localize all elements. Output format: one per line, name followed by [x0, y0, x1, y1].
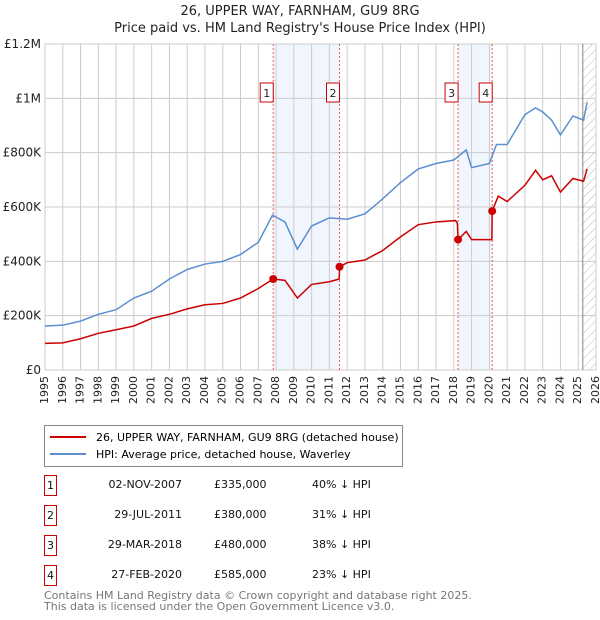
x-tick-label: 2008 [269, 376, 282, 404]
sale-number: 2 [44, 505, 57, 526]
x-tick-label: 2025 [571, 376, 584, 404]
x-tick-label: 2011 [322, 376, 335, 404]
x-tick-label: 2002 [162, 376, 175, 404]
x-tick-label: 2023 [536, 376, 549, 404]
sale-row: 1 02-NOV-2007 £335,000 40% ↓ HPI [44, 475, 444, 497]
x-tick-label: 2009 [287, 376, 300, 404]
sale-row: 3 29-MAR-2018 £480,000 38% ↓ HPI [44, 535, 444, 557]
sale-marker-box [478, 82, 493, 103]
series-line [44, 168, 588, 345]
series-line [44, 102, 588, 327]
x-tick-label: 2019 [465, 376, 478, 404]
legend-swatch-red [50, 436, 86, 438]
chart-title: 26, UPPER WAY, FARNHAM, GU9 8RG [180, 4, 420, 19]
x-tick-label: 2003 [180, 376, 193, 404]
sale-hpi: 23% ↓ HPI [312, 568, 371, 581]
sale-marker-label: 1 [263, 87, 270, 100]
x-tick-label: 1995 [38, 376, 51, 404]
x-tick-label: 2010 [305, 376, 318, 404]
x-tick-label: 1999 [109, 376, 122, 404]
legend-label: HPI: Average price, detached house, Wave… [96, 447, 351, 461]
chart-subtitle: Price paid vs. HM Land Registry's House … [114, 21, 486, 36]
x-tick-label: 2015 [393, 376, 406, 404]
x-tick-label: 2014 [376, 376, 389, 404]
sale-date: 02-NOV-2007 [108, 478, 182, 491]
sale-point [335, 262, 344, 271]
legend-swatch-blue [50, 453, 86, 455]
sale-row: 4 27-FEB-2020 £585,000 23% ↓ HPI [44, 565, 444, 587]
sale-hpi: 38% ↓ HPI [312, 538, 371, 551]
sale-marker-box [326, 82, 341, 103]
y-tick-label: £400K [3, 254, 43, 268]
x-tick-label: 2021 [500, 376, 513, 404]
sale-number: 3 [44, 535, 57, 556]
x-tick-label: 2000 [127, 376, 140, 404]
plot-border [44, 43, 597, 371]
x-tick-label: 2020 [482, 376, 495, 404]
x-tick-label: 2005 [216, 376, 229, 404]
y-tick-label: £200K [3, 309, 43, 323]
sale-number: 4 [44, 565, 57, 586]
x-tick-label: 2026 [589, 376, 600, 404]
sale-row: 2 29-JUL-2011 £380,000 31% ↓ HPI [44, 505, 444, 527]
sale-price: £585,000 [214, 568, 267, 581]
x-tick-label: 2007 [251, 376, 264, 404]
x-tick-label: 2001 [145, 376, 158, 404]
x-tick-label: 2012 [340, 376, 353, 404]
sale-date: 29-JUL-2011 [114, 508, 182, 521]
y-tick-label: £0 [26, 363, 41, 377]
footer-line: Contains HM Land Registry data © Crown c… [44, 589, 472, 602]
x-tick-label: 2016 [411, 376, 424, 404]
sale-date: 27-FEB-2020 [111, 568, 182, 581]
footer: Contains HM Land Registry data © Crown c… [44, 590, 472, 612]
x-tick-label: 1997 [74, 376, 87, 404]
plot-area: 1995 1996 1997 1998 1999 2000 2001 2002 2003 2004… [3, 37, 600, 404]
x-tick-label: 1996 [56, 376, 69, 404]
sale-date: 29-MAR-2018 [107, 538, 182, 551]
y-tick-label: £1.2M [4, 37, 41, 51]
sale-price: £335,000 [214, 478, 267, 491]
x-tick-label: 2024 [553, 376, 566, 404]
x-tick-label: 1998 [91, 376, 104, 404]
legend: 26, UPPER WAY, FARNHAM, GU9 8RG (detache… [44, 425, 403, 467]
sale-marker-label: 3 [448, 87, 455, 100]
x-tick-label: 2018 [447, 376, 460, 404]
y-tick-label: £600K [3, 200, 43, 214]
sale-marker-box [259, 82, 274, 103]
x-tick-label: 2013 [358, 376, 371, 404]
sale-point [454, 235, 463, 244]
sale-hpi: 31% ↓ HPI [312, 508, 371, 521]
y-tick-label: £800K [3, 146, 43, 160]
sale-marker-label: 4 [482, 87, 489, 100]
sale-hpi: 40% ↓ HPI [312, 478, 371, 491]
legend-item-property: 26, UPPER WAY, FARNHAM, GU9 8RG (detache… [50, 429, 399, 445]
x-tick-label: 2022 [518, 376, 531, 404]
footer-line: This data is licensed under the Open Gov… [44, 600, 395, 613]
sale-point [269, 274, 278, 283]
sale-number: 1 [44, 475, 57, 496]
x-tick-label: 2017 [429, 376, 442, 404]
sale-marker-box [444, 82, 459, 103]
sale-price: £480,000 [214, 538, 267, 551]
sale-price: £380,000 [214, 508, 267, 521]
x-tick-label: 2006 [234, 376, 247, 404]
legend-item-hpi: HPI: Average price, detached house, Wave… [50, 446, 351, 462]
legend-label: 26, UPPER WAY, FARNHAM, GU9 8RG (detache… [96, 430, 399, 444]
sale-marker-label: 2 [330, 87, 337, 100]
x-tick-label: 2004 [198, 376, 211, 404]
sale-point [488, 207, 497, 216]
y-tick-label: £1M [15, 91, 41, 105]
